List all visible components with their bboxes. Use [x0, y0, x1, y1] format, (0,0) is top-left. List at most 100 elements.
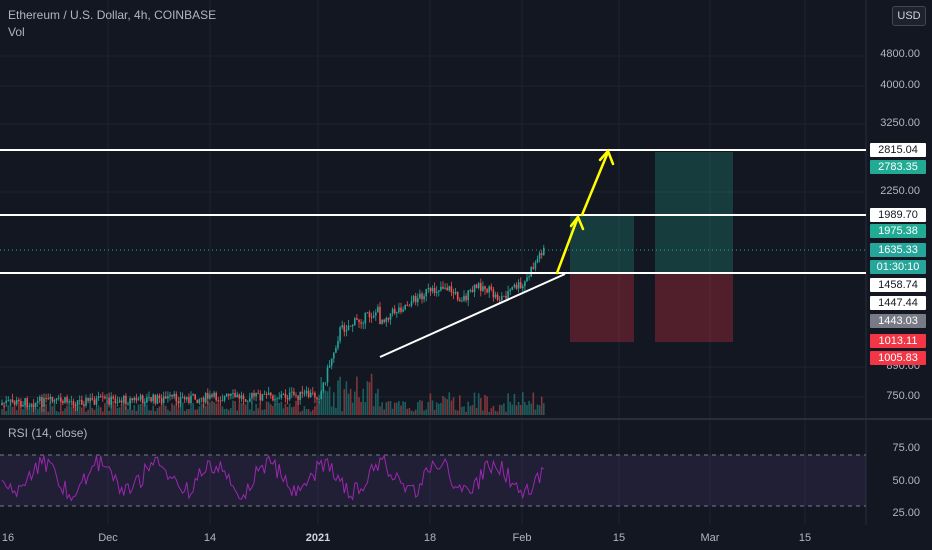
volume-bar [410, 410, 413, 415]
candle-body [345, 330, 348, 332]
volume-bar [305, 409, 308, 415]
currency-button[interactable]: USD [892, 6, 926, 26]
candle-body [192, 394, 194, 396]
candle-body [127, 403, 129, 405]
volume-bar [511, 404, 514, 415]
volume-bar [540, 396, 543, 415]
volume-bar [396, 402, 398, 415]
candle-body [89, 398, 91, 401]
volume-bar [156, 408, 159, 415]
price-tag-last: 1635.33 [870, 243, 926, 257]
candle-body [13, 402, 16, 405]
price-tick: 750.00 [886, 390, 920, 402]
candle-body [538, 253, 541, 259]
candle-body [53, 400, 56, 402]
candle-body [171, 394, 173, 397]
price-tag-target: 1975.38 [870, 224, 926, 238]
volume-bar [341, 411, 343, 415]
volume-bar [488, 411, 490, 415]
volume-bar [234, 401, 236, 415]
rsi-legend[interactable]: RSI (14, close) [8, 426, 88, 440]
volume-bar [454, 409, 457, 415]
candle-body [76, 400, 79, 406]
candle-body [66, 397, 68, 403]
candle-body [60, 397, 62, 401]
price-tag-level: 1458.74 [870, 278, 926, 292]
candle-body [177, 401, 180, 404]
candle-body [102, 396, 104, 398]
candle-body [20, 401, 22, 407]
volume-bar [471, 405, 474, 415]
volume-bar [202, 404, 205, 415]
volume-bar [534, 409, 537, 415]
candle-body [467, 290, 469, 301]
volume-bar [148, 410, 150, 415]
candle-body [490, 286, 493, 290]
volume-legend[interactable]: Vol [8, 25, 25, 39]
candle-body [49, 396, 52, 400]
stop-zone-1[interactable] [570, 273, 634, 342]
candle-body [36, 400, 39, 403]
volume-bar [282, 408, 285, 415]
volume-bar [431, 400, 434, 415]
candle-body [108, 397, 110, 405]
volume-bar [423, 410, 425, 415]
candle-body [328, 365, 331, 368]
volume-bar [188, 409, 190, 415]
volume-bar [372, 406, 375, 415]
volume-bar [375, 393, 377, 415]
candle-body [454, 291, 457, 294]
volume-bar [112, 400, 115, 415]
candlestick-series[interactable] [1, 244, 545, 413]
volume-bar [162, 404, 165, 415]
grid [0, 0, 865, 525]
volume-bar [295, 400, 297, 415]
time-tick: 18 [423, 532, 437, 544]
volume-bar [284, 403, 287, 415]
candle-body [515, 284, 518, 289]
volume-bar [494, 410, 497, 415]
volume-bar [333, 392, 335, 415]
volume-bar [253, 410, 255, 415]
candle-body [461, 300, 463, 302]
volume-bar [139, 403, 142, 415]
candle-body [154, 394, 157, 404]
candle-body [204, 393, 207, 403]
volume-bar [324, 390, 327, 415]
candle-body [211, 394, 213, 397]
candle-body [496, 294, 499, 300]
volume-bar [280, 401, 283, 415]
volume-bar [230, 408, 232, 415]
symbol-legend[interactable]: Ethereum / U.S. Dollar, 4h, COINBASE [8, 8, 217, 22]
volume-bar [177, 409, 180, 415]
candle-body [133, 397, 136, 401]
projection-arrows[interactable] [555, 148, 615, 275]
candle-body [118, 400, 121, 403]
volume-bar [362, 388, 364, 415]
candle-body [442, 286, 444, 289]
candle-body [45, 398, 47, 399]
candle-body [284, 393, 287, 398]
candle-body [299, 391, 301, 400]
candle-body [97, 396, 100, 399]
candle-body [524, 281, 526, 287]
volume-bar [11, 406, 14, 415]
volume-bar [209, 402, 211, 415]
price-tag-level: 2815.04 [870, 143, 926, 157]
volume-bar [286, 406, 289, 415]
target-zone-2[interactable] [655, 152, 733, 273]
candle-body [305, 390, 308, 394]
trendline[interactable] [379, 273, 566, 358]
volume-bar [482, 410, 484, 415]
volume-bar [467, 401, 469, 415]
volume-bar [78, 405, 81, 415]
time-tick: 14 [203, 532, 217, 544]
volume-bar [246, 402, 249, 415]
rsi-tick: 25.00 [892, 507, 920, 519]
candle-body [106, 397, 108, 399]
volume-bar [244, 404, 247, 415]
volume-bar [532, 392, 535, 415]
stop-zone-2[interactable] [655, 273, 733, 342]
volume-bar [137, 404, 140, 415]
